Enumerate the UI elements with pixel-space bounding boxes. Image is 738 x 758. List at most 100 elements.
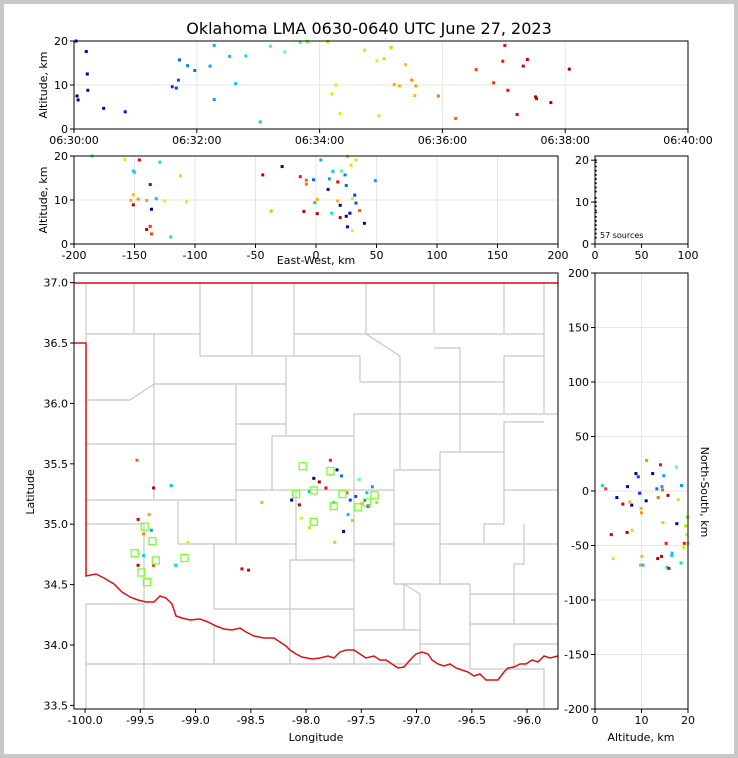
y-tick-label: 33.5 xyxy=(44,699,69,712)
source-point xyxy=(664,541,668,545)
source-point xyxy=(178,174,182,178)
source-point xyxy=(354,494,358,498)
source-point xyxy=(102,106,106,110)
x-tick-label: 100 xyxy=(678,249,699,262)
histogram-mark xyxy=(595,220,597,222)
time-height-ylabel: Altitude, km xyxy=(37,51,50,118)
source-point xyxy=(682,541,686,545)
source-point xyxy=(307,526,311,530)
source-point xyxy=(247,568,251,572)
source-point xyxy=(611,557,615,561)
x-tick-label: 06:38:00 xyxy=(540,134,589,147)
station-marker xyxy=(326,466,335,476)
map-layers xyxy=(74,282,558,709)
x-tick-label: 50 xyxy=(370,249,384,262)
histogram-mark xyxy=(595,215,597,218)
source-point xyxy=(133,170,136,174)
source-point xyxy=(525,57,529,61)
histogram-mark xyxy=(595,161,597,164)
source-point xyxy=(185,200,189,204)
source-point xyxy=(661,521,665,525)
source-point xyxy=(131,193,135,197)
source-point xyxy=(163,199,167,203)
height-ns-grid xyxy=(595,273,688,709)
histogram-panel: 0 50 100 0 10 20 57 sources xyxy=(575,154,699,262)
source-point xyxy=(350,229,354,233)
source-point xyxy=(326,187,330,191)
source-point xyxy=(345,225,349,229)
x-tick-label: -96.5 xyxy=(458,714,486,727)
histogram-mark xyxy=(595,182,597,185)
source-point xyxy=(675,522,679,526)
source-point xyxy=(142,554,146,558)
source-point xyxy=(174,86,178,90)
source-count-label: 57 sources xyxy=(600,231,643,240)
source-point xyxy=(298,40,302,44)
source-point xyxy=(630,528,634,532)
source-point xyxy=(414,84,418,88)
source-point xyxy=(600,484,604,488)
source-point xyxy=(353,193,357,197)
station-marker xyxy=(130,549,139,558)
x-tick-label: 0 xyxy=(313,249,320,262)
source-point xyxy=(142,532,146,536)
source-point xyxy=(410,78,414,82)
plan-view-xlabel: Longitude xyxy=(289,731,344,744)
county-lines xyxy=(74,282,558,709)
y-tick-label: 34.0 xyxy=(44,639,69,652)
source-point xyxy=(665,565,669,569)
source-point xyxy=(317,480,321,484)
source-point xyxy=(148,224,152,228)
source-point xyxy=(404,63,408,67)
source-point xyxy=(304,182,308,186)
height-ns-xlabel: Altitude, km xyxy=(607,731,674,744)
source-point xyxy=(315,212,319,216)
source-point xyxy=(656,496,660,500)
x-tick-label: 06:32:00 xyxy=(172,134,221,147)
source-point xyxy=(339,474,343,478)
source-point xyxy=(346,513,350,517)
figure-canvas: Oklahoma LMA 0630-0640 UTC June 27, 2023… xyxy=(4,4,734,754)
histogram-mark xyxy=(595,190,597,193)
source-point xyxy=(300,516,304,520)
station-marker xyxy=(142,578,152,587)
x-tick-label: 150 xyxy=(487,249,508,262)
source-point xyxy=(176,78,180,82)
source-point xyxy=(313,201,317,205)
y-tick-label: 100 xyxy=(568,376,589,389)
source-point xyxy=(521,64,525,68)
station-marker xyxy=(353,503,363,512)
source-point xyxy=(604,487,608,491)
source-point xyxy=(338,203,342,207)
source-point xyxy=(375,500,379,504)
source-point xyxy=(135,458,139,462)
y-tick-label: 0 xyxy=(582,485,589,498)
source-point xyxy=(644,499,648,503)
histogram-mark xyxy=(595,178,597,180)
y-tick-label: -150 xyxy=(564,649,589,662)
source-point xyxy=(630,503,634,507)
source-point xyxy=(290,498,294,502)
source-point xyxy=(370,485,374,489)
plan-view-ticks: -100.0 -99.5 -99.0 -98.5 -98.0 -97.5 -97.0 -96.… xyxy=(44,277,542,727)
source-point xyxy=(212,43,216,47)
source-point xyxy=(344,183,348,187)
time-height-panel: 06:30:00 06:32:00 06:34:00 06:36:00 06:38:00… xyxy=(37,35,713,147)
source-point xyxy=(174,563,178,567)
source-point xyxy=(186,64,190,68)
y-tick-label: 10 xyxy=(575,196,589,209)
source-point xyxy=(515,112,519,116)
histogram-mark xyxy=(595,197,597,199)
source-point xyxy=(436,94,440,98)
y-tick-label: 10 xyxy=(54,194,68,207)
source-point xyxy=(169,484,173,488)
state-border xyxy=(74,282,558,681)
source-point xyxy=(503,43,507,47)
x-tick-label: -99.5 xyxy=(126,714,154,727)
source-point xyxy=(298,175,302,179)
histogram-mark xyxy=(595,211,597,214)
source-point xyxy=(363,48,367,52)
source-point xyxy=(244,54,248,58)
y-tick-label: 36.5 xyxy=(44,337,69,350)
